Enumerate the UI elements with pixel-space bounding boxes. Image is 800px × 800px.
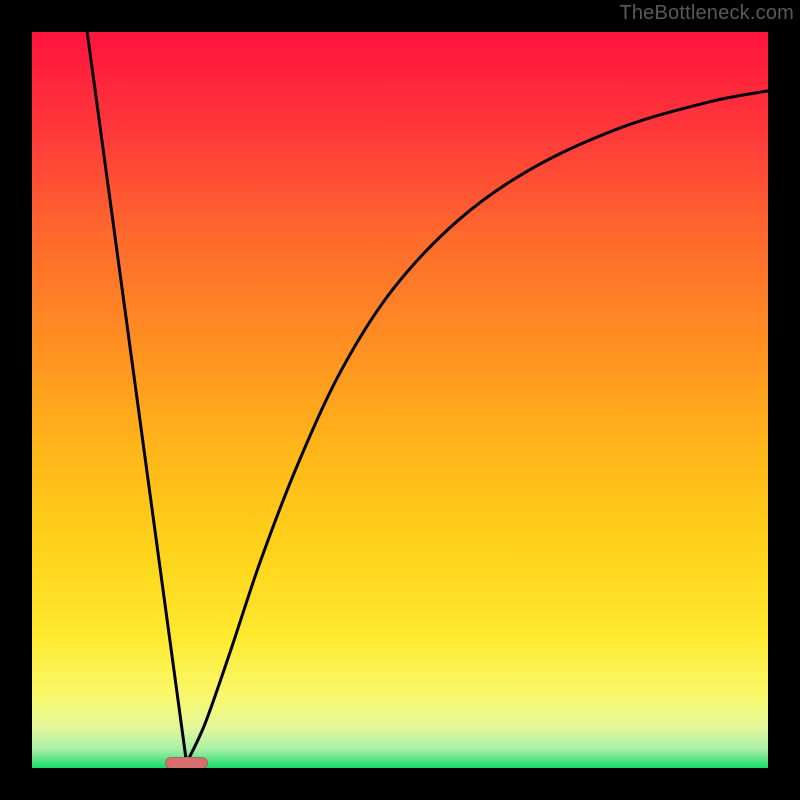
gradient-background (32, 32, 768, 768)
plot-area (32, 32, 768, 768)
chart-container: TheBottleneck.com (0, 0, 800, 800)
min-point-marker (165, 757, 208, 768)
